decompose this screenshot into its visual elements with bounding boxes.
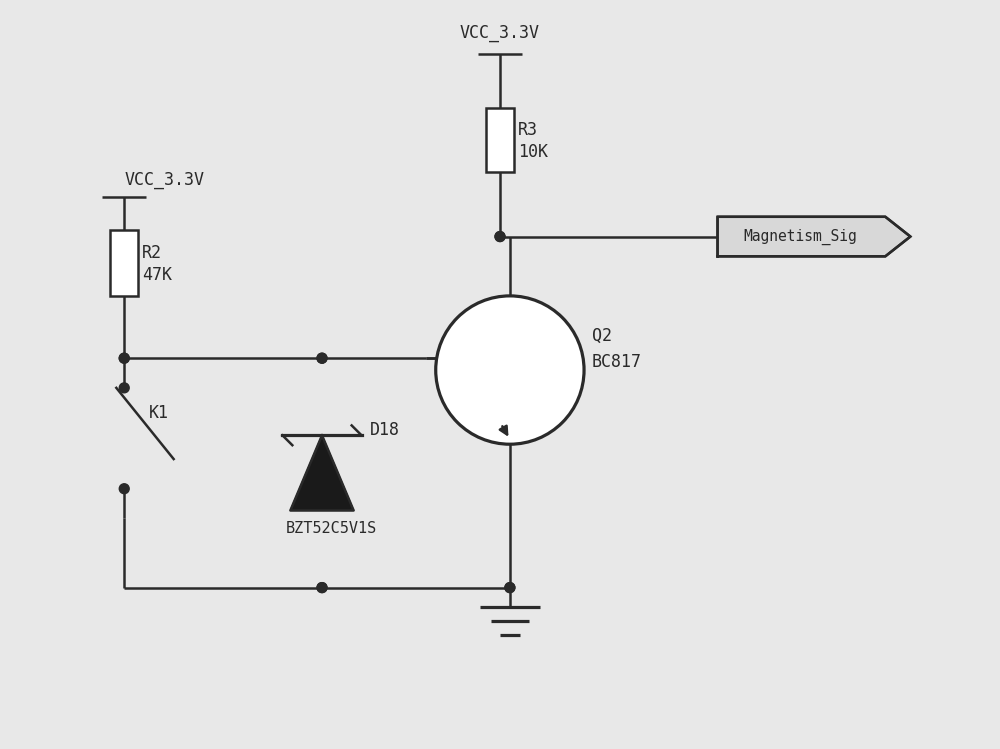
Circle shape <box>495 231 505 241</box>
Circle shape <box>317 583 327 592</box>
Text: Q2: Q2 <box>592 327 612 345</box>
Text: K1: K1 <box>149 404 169 422</box>
Text: 47K: 47K <box>142 266 172 284</box>
Bar <box>110 230 138 296</box>
Bar <box>486 108 514 172</box>
Circle shape <box>317 354 327 363</box>
Circle shape <box>119 354 129 363</box>
Circle shape <box>505 583 515 592</box>
Circle shape <box>317 583 327 592</box>
Text: BZT52C5V1S: BZT52C5V1S <box>285 521 377 536</box>
Text: VCC_3.3V: VCC_3.3V <box>124 171 204 189</box>
Circle shape <box>119 383 129 392</box>
Text: 10K: 10K <box>518 143 548 161</box>
Polygon shape <box>718 216 910 256</box>
Circle shape <box>495 231 505 241</box>
Circle shape <box>119 484 129 494</box>
Text: R2: R2 <box>142 244 162 262</box>
Circle shape <box>317 354 327 363</box>
Circle shape <box>436 296 584 444</box>
Circle shape <box>505 583 515 592</box>
Text: D18: D18 <box>369 422 399 440</box>
Text: R3: R3 <box>518 121 538 139</box>
Text: VCC_3.3V: VCC_3.3V <box>460 24 540 42</box>
Text: BC817: BC817 <box>592 353 642 372</box>
Circle shape <box>119 354 129 363</box>
Text: Magnetism_Sig: Magnetism_Sig <box>744 228 857 245</box>
Polygon shape <box>290 435 354 511</box>
